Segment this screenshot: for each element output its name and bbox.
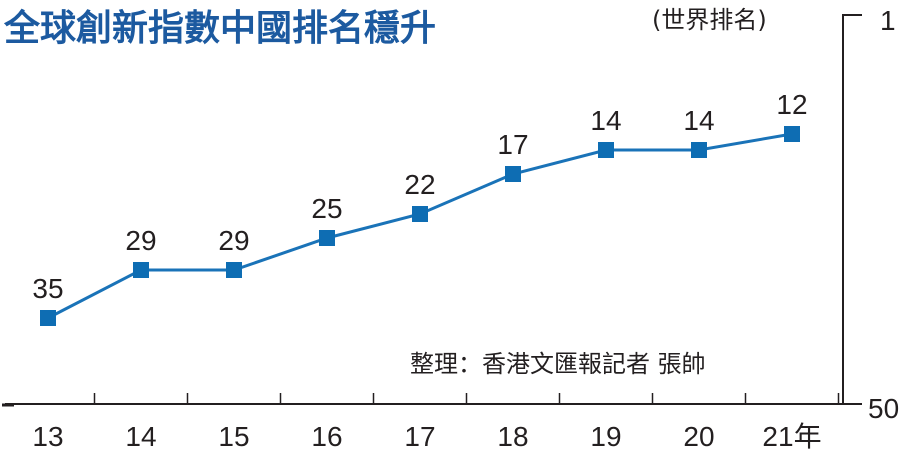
- x-tick-label: 14: [125, 421, 156, 452]
- data-point: [40, 310, 56, 326]
- data-point: [226, 262, 242, 278]
- data-label: 14: [590, 105, 621, 136]
- y-tick-label-bottom: 50: [868, 393, 899, 424]
- data-label: 29: [125, 225, 156, 256]
- data-point: [598, 142, 614, 158]
- series-line: [47, 132, 793, 320]
- data-point: [505, 166, 521, 182]
- data-point: [319, 230, 335, 246]
- data-point: [412, 206, 428, 222]
- data-point: [691, 142, 707, 158]
- data-label: 35: [32, 273, 63, 304]
- data-label: 29: [218, 225, 249, 256]
- data-label: 25: [311, 193, 342, 224]
- y-axis: [842, 14, 862, 405]
- source-annotation: 整理：香港文匯報記者 張帥: [410, 350, 706, 378]
- data-point: [784, 126, 800, 142]
- x-tick-label: 18: [497, 421, 528, 452]
- series-line-group: 35 29 29 25 22 17 14 14 12: [32, 89, 808, 326]
- data-label: 12: [776, 89, 807, 120]
- x-tick-label: 17: [404, 421, 435, 452]
- x-tick-label: 21年: [762, 421, 821, 452]
- x-tick-label: 16: [311, 421, 342, 452]
- data-label: 22: [404, 169, 435, 200]
- data-point: [133, 262, 149, 278]
- data-label: 14: [683, 105, 714, 136]
- y-axis-label: (世界排名): [652, 6, 767, 34]
- x-tick-label: 15: [218, 421, 249, 452]
- x-tick-label: 20: [683, 421, 714, 452]
- chart-title: 全球創新指數中國排名穩升: [3, 7, 436, 49]
- x-tick-label: 13: [32, 421, 63, 452]
- x-tick-label: 19: [590, 421, 621, 452]
- y-tick-label-top: 1: [880, 5, 896, 36]
- x-axis: 13 14 15 16 17 18 19 20 21年: [2, 393, 843, 452]
- data-label: 17: [497, 129, 528, 160]
